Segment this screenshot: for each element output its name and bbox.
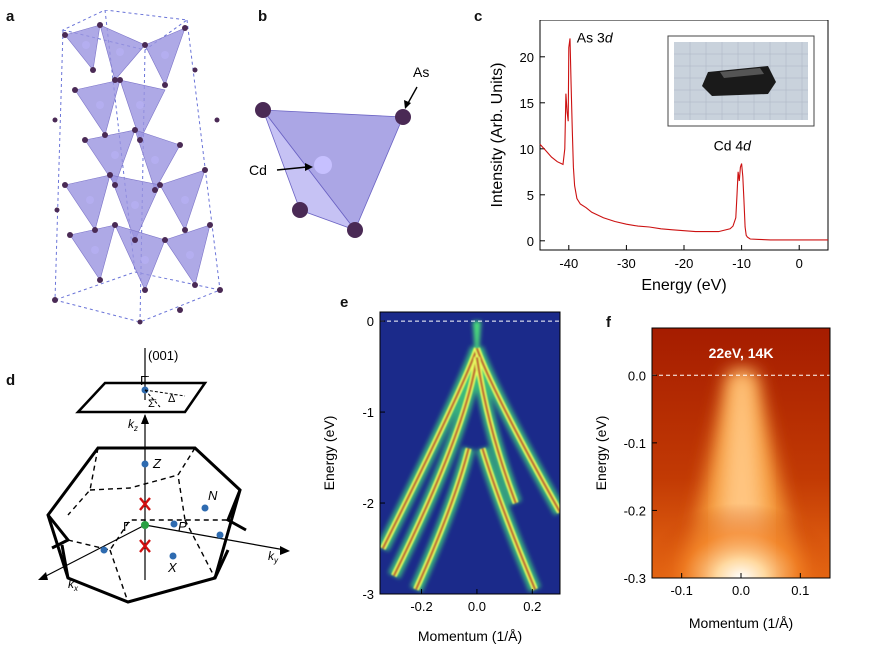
panel-label-c: c xyxy=(474,8,483,25)
edge-point xyxy=(100,546,108,554)
gamma-bar-label: Γ̄ xyxy=(140,373,149,388)
p-point xyxy=(170,520,178,528)
n-point xyxy=(201,504,209,512)
ky-axis xyxy=(144,524,286,551)
bottom-glow xyxy=(652,442,830,578)
x-point xyxy=(169,552,177,560)
y-tick-label: -0.2 xyxy=(624,503,646,518)
as-label: As xyxy=(413,64,429,80)
arpes-dispersion-chart: -0.2 0.0 0.2 0 -1 -2 -3 Momentum (1/Å) Energy … xyxy=(321,311,561,644)
crystal-structure-figure xyxy=(52,10,223,325)
y-tick-label: 0 xyxy=(367,314,374,329)
plot-frame xyxy=(379,311,561,595)
y-tick-label: -2 xyxy=(362,496,374,511)
y-tick-label: 5 xyxy=(527,188,534,203)
as-atom xyxy=(395,109,411,125)
kx-label: kx xyxy=(68,577,79,593)
arpes-cut-chart: 22eV, 14K -0.1 0.0 0.1 0.0 -0.1 -0.2 -0.3 Mome… xyxy=(593,327,831,631)
y-tick-label: 15 xyxy=(520,96,534,111)
tetra-face-2 xyxy=(262,109,357,231)
as-atom xyxy=(255,102,271,118)
panel-label-e: e xyxy=(340,294,349,311)
x-axis-label: Energy (eV) xyxy=(641,277,726,294)
edge-point xyxy=(216,531,224,539)
x-tick-label: -30 xyxy=(617,256,636,271)
bz-hidden-edges xyxy=(67,447,228,603)
cd-arrow-head xyxy=(305,163,313,171)
y-tick-label: 20 xyxy=(520,50,534,65)
cd-label: Cd xyxy=(249,162,267,178)
panel-label-a: a xyxy=(6,8,15,25)
y-axis-label: Energy (eV) xyxy=(593,416,609,491)
y-tick-label: 0 xyxy=(527,234,534,249)
as-atom xyxy=(347,222,363,238)
band-core xyxy=(392,357,479,577)
y-axis-label: Energy (eV) xyxy=(321,416,337,491)
gamma-point xyxy=(141,521,149,529)
as3d-annotation: As 3d xyxy=(577,29,614,45)
x-label: X xyxy=(167,560,178,575)
y-tick-label: -1 xyxy=(362,405,374,420)
y-axis-label: Intensity (Arb. Units) xyxy=(489,63,506,208)
x-tick-label: -40 xyxy=(559,256,578,271)
cd-arrow xyxy=(276,166,308,171)
as-arrow-head xyxy=(404,100,411,109)
x-tick-label: 0.0 xyxy=(468,599,486,614)
y-tick-label: -0.3 xyxy=(624,571,646,586)
kz-label: kz xyxy=(128,417,138,433)
panel-label-d: d xyxy=(6,372,16,389)
atoms-group xyxy=(52,22,223,325)
cd-atoms-group xyxy=(82,41,194,264)
crystal-photo-inset xyxy=(667,35,815,127)
as-atom xyxy=(292,202,308,218)
x-axis-label: Momentum (1/Å) xyxy=(418,628,522,644)
sigma-bar-label: Σ̄ xyxy=(148,398,157,410)
y-tick-label: -0.1 xyxy=(624,436,646,451)
x-tick-label: -20 xyxy=(675,256,694,271)
z-label: Z xyxy=(152,456,162,471)
y-tick-label: 0.0 xyxy=(628,368,646,383)
x-tick-label: 0.1 xyxy=(791,583,809,598)
tetrahedra-group xyxy=(64,24,211,291)
y-tick-label: 10 xyxy=(520,142,534,157)
band-core xyxy=(481,448,537,590)
kx-axis xyxy=(41,524,146,579)
panel-label-f: f xyxy=(606,314,611,331)
measurement-conditions: 22eV, 14K xyxy=(709,345,774,361)
y-tick-label: -3 xyxy=(362,587,374,602)
brillouin-zone-figure: (001) Γ̄ Σ̄ Δ̄ kz ky kx Z N Γ P X xyxy=(38,348,290,604)
x-tick-label: -0.2 xyxy=(410,599,432,614)
cd4d-annotation: Cd 4d xyxy=(714,138,753,154)
band-core xyxy=(475,357,517,504)
x-tick-label: 0.0 xyxy=(732,583,750,598)
as-arrow xyxy=(406,86,418,106)
xps-chart: -40 -30 -20 -10 0 0 5 10 15 20 As 3d Cd 4d Energy… xyxy=(489,20,829,294)
surface-bz xyxy=(75,381,208,414)
gamma-label: Γ xyxy=(123,519,130,534)
spectrum-line xyxy=(539,38,828,241)
x-tick-label: 0 xyxy=(796,256,803,271)
band-core xyxy=(475,347,560,513)
delta-bar-label: Δ̄ xyxy=(168,393,177,405)
z-point xyxy=(141,460,149,468)
ky-label: ky xyxy=(268,549,279,565)
panel-label-b: b xyxy=(258,8,268,25)
direction-label: (001) xyxy=(148,348,178,363)
x-tick-label: -10 xyxy=(732,256,751,271)
tetrahedron-figure: As Cd xyxy=(249,64,429,238)
cd-atom xyxy=(314,156,332,174)
band-core xyxy=(414,448,470,590)
n-label: N xyxy=(208,488,218,503)
p-label: P xyxy=(178,519,187,534)
band-core xyxy=(381,347,479,550)
dirac-point-markers xyxy=(139,497,151,553)
x-axis-label: Momentum (1/Å) xyxy=(689,615,793,631)
x-tick-label: 0.2 xyxy=(523,599,541,614)
x-tick-label: -0.1 xyxy=(670,583,692,598)
